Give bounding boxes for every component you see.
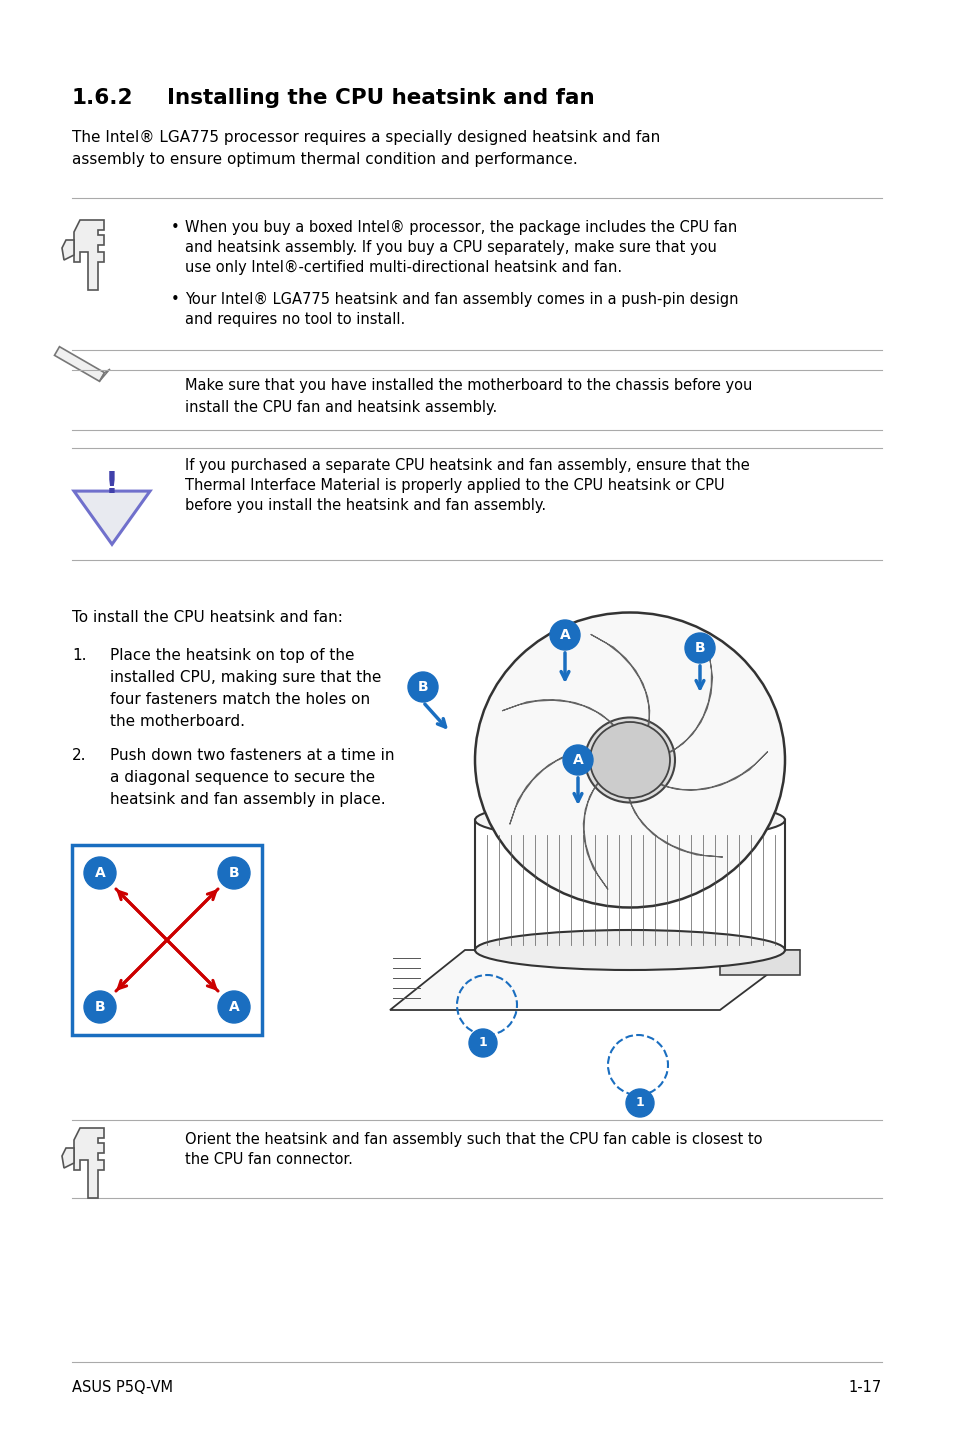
Circle shape bbox=[550, 620, 579, 650]
Circle shape bbox=[625, 1089, 654, 1117]
Text: installed CPU, making sure that the: installed CPU, making sure that the bbox=[110, 670, 381, 684]
Circle shape bbox=[84, 991, 116, 1022]
Text: Orient the heatsink and fan assembly such that the CPU fan cable is closest to: Orient the heatsink and fan assembly suc… bbox=[185, 1132, 761, 1148]
Text: Your Intel® LGA775 heatsink and fan assembly comes in a push-pin design: Your Intel® LGA775 heatsink and fan asse… bbox=[185, 292, 738, 308]
Text: To install the CPU heatsink and fan:: To install the CPU heatsink and fan: bbox=[71, 610, 342, 626]
Polygon shape bbox=[651, 752, 767, 791]
Text: ASUS P5Q-VM: ASUS P5Q-VM bbox=[71, 1380, 172, 1395]
Text: If you purchased a separate CPU heatsink and fan assembly, ensure that the: If you purchased a separate CPU heatsink… bbox=[185, 457, 749, 473]
Circle shape bbox=[218, 857, 250, 889]
Text: B: B bbox=[694, 641, 704, 654]
Text: assembly to ensure optimum thermal condition and performance.: assembly to ensure optimum thermal condi… bbox=[71, 152, 578, 167]
Text: and heatsink assembly. If you buy a CPU separately, make sure that you: and heatsink assembly. If you buy a CPU … bbox=[185, 240, 716, 255]
Text: Thermal Interface Material is properly applied to the CPU heatsink or CPU: Thermal Interface Material is properly a… bbox=[185, 477, 724, 493]
Polygon shape bbox=[590, 634, 649, 736]
Text: heatsink and fan assembly in place.: heatsink and fan assembly in place. bbox=[110, 792, 385, 807]
Polygon shape bbox=[626, 788, 722, 857]
Polygon shape bbox=[582, 775, 607, 890]
Text: B: B bbox=[94, 999, 105, 1014]
Text: When you buy a boxed Intel® processor, the package includes the CPU fan: When you buy a boxed Intel® processor, t… bbox=[185, 220, 737, 234]
Ellipse shape bbox=[584, 718, 675, 802]
Polygon shape bbox=[54, 347, 105, 381]
Text: before you install the heatsink and fan assembly.: before you install the heatsink and fan … bbox=[185, 498, 545, 513]
Text: B: B bbox=[229, 866, 239, 880]
Text: A: A bbox=[559, 628, 570, 641]
Text: Push down two fasteners at a time in: Push down two fasteners at a time in bbox=[110, 748, 395, 764]
Ellipse shape bbox=[589, 722, 669, 798]
Text: Installing the CPU heatsink and fan: Installing the CPU heatsink and fan bbox=[167, 88, 594, 108]
Text: !: ! bbox=[105, 470, 119, 499]
Polygon shape bbox=[501, 700, 619, 733]
Text: 1-17: 1-17 bbox=[848, 1380, 882, 1395]
Polygon shape bbox=[74, 492, 150, 545]
Polygon shape bbox=[390, 951, 800, 1009]
Circle shape bbox=[684, 633, 714, 663]
Text: A: A bbox=[572, 754, 583, 766]
Circle shape bbox=[218, 991, 250, 1022]
Text: The Intel® LGA775 processor requires a specially designed heatsink and fan: The Intel® LGA775 processor requires a s… bbox=[71, 129, 659, 145]
Text: 1: 1 bbox=[478, 1037, 487, 1050]
Polygon shape bbox=[509, 751, 601, 824]
Text: use only Intel®-certified multi-directional heatsink and fan.: use only Intel®-certified multi-directio… bbox=[185, 260, 621, 275]
Text: the motherboard.: the motherboard. bbox=[110, 715, 245, 729]
Text: 1.: 1. bbox=[71, 649, 87, 663]
Text: Make sure that you have installed the motherboard to the chassis before you
inst: Make sure that you have installed the mo… bbox=[185, 378, 752, 416]
Ellipse shape bbox=[475, 930, 784, 971]
Polygon shape bbox=[659, 653, 712, 756]
Polygon shape bbox=[720, 951, 800, 975]
Text: A: A bbox=[229, 999, 239, 1014]
Ellipse shape bbox=[475, 800, 784, 840]
Text: a diagonal sequence to secure the: a diagonal sequence to secure the bbox=[110, 769, 375, 785]
Text: B: B bbox=[417, 680, 428, 695]
Circle shape bbox=[562, 745, 593, 775]
Circle shape bbox=[84, 857, 116, 889]
Ellipse shape bbox=[475, 613, 784, 907]
Polygon shape bbox=[74, 1127, 104, 1198]
Text: A: A bbox=[94, 866, 105, 880]
Text: •: • bbox=[171, 292, 179, 306]
Polygon shape bbox=[99, 370, 110, 381]
Polygon shape bbox=[74, 220, 104, 290]
Text: four fasteners match the holes on: four fasteners match the holes on bbox=[110, 692, 370, 707]
Text: 1.6.2: 1.6.2 bbox=[71, 88, 133, 108]
Text: and requires no tool to install.: and requires no tool to install. bbox=[185, 312, 405, 326]
Text: Place the heatsink on top of the: Place the heatsink on top of the bbox=[110, 649, 355, 663]
Polygon shape bbox=[62, 1148, 74, 1168]
Circle shape bbox=[469, 1030, 497, 1057]
Bar bbox=[71, 846, 262, 1035]
Text: 2.: 2. bbox=[71, 748, 87, 764]
Text: •: • bbox=[171, 220, 179, 234]
Polygon shape bbox=[62, 240, 74, 260]
Circle shape bbox=[408, 672, 437, 702]
Text: 1: 1 bbox=[635, 1097, 643, 1110]
Text: the CPU fan connector.: the CPU fan connector. bbox=[185, 1152, 353, 1168]
